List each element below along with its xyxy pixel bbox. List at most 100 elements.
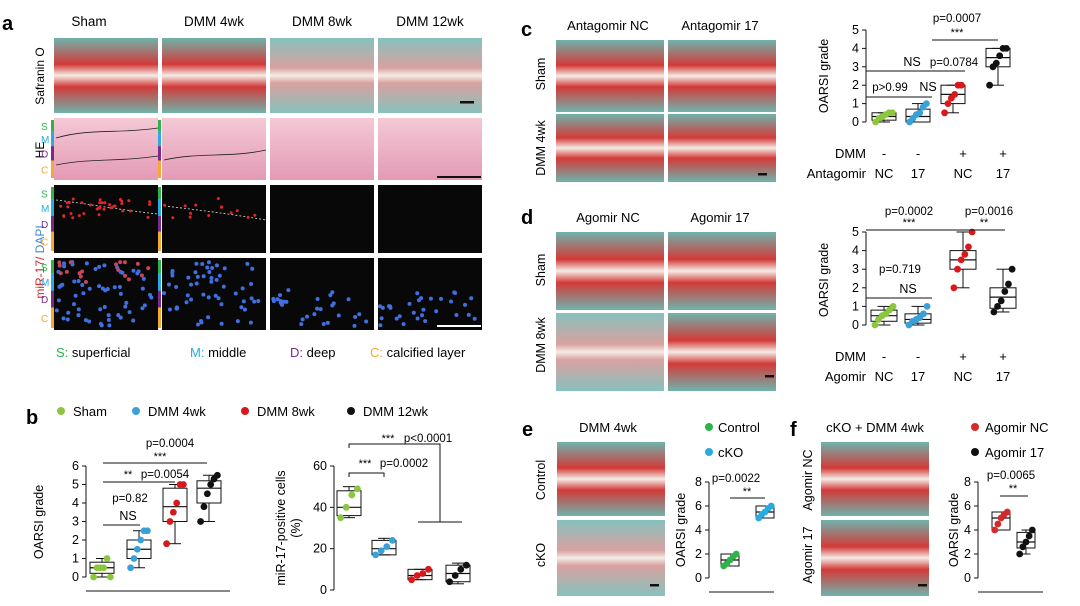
nucleus-dot — [216, 296, 221, 301]
y-tick-label: 2 — [72, 533, 79, 547]
nucleus-dot — [142, 303, 147, 308]
nucleus-dot — [98, 307, 103, 312]
column-label-dmm4wk: DMM 4wk — [184, 14, 244, 29]
legend-label-cko: cKO — [718, 445, 743, 460]
nucleus-dot — [72, 279, 77, 284]
data-point — [923, 100, 930, 107]
stat-pvalue: p=0.0002 — [885, 206, 933, 218]
stat-stars: *** — [903, 217, 917, 229]
nucleus-dot — [315, 297, 320, 302]
box-iqr — [196, 480, 222, 504]
nucleus-dot — [174, 305, 179, 310]
zone-bar — [158, 131, 161, 147]
nucleus-dot — [199, 319, 204, 324]
y-tick-label: 1 — [852, 97, 859, 111]
y-tick-label: 4 — [964, 523, 971, 537]
mir17-image-sham — [54, 185, 158, 253]
nucleus-dot — [353, 315, 358, 320]
stat-ns: NS — [919, 80, 936, 94]
box-dmm-12wk — [196, 471, 222, 525]
legend-marker-cko — [705, 448, 713, 456]
nucleus-dot — [222, 266, 227, 271]
legend-text-deep: deep — [303, 345, 336, 360]
nucleus-dot — [201, 274, 206, 279]
safranin-image-dmm12wk — [378, 38, 482, 113]
column-label-antagomir-nc: Antagomir NC — [567, 18, 649, 33]
data-point — [889, 109, 896, 117]
row-label-agomir-17: Agomir 17 — [801, 526, 815, 583]
image-agomir-17 — [821, 520, 929, 596]
data-point — [1005, 280, 1012, 288]
nucleus-dot — [162, 291, 167, 296]
scale-bar — [437, 176, 481, 178]
box-dmm-nc — [940, 81, 966, 117]
signal-dot — [98, 201, 102, 205]
nucleus-dot — [380, 305, 385, 310]
data-point — [166, 518, 174, 525]
signal-dot — [62, 215, 66, 219]
zone-bar — [158, 187, 161, 200]
panel-letter-e: e — [522, 419, 533, 441]
nucleus-dot — [252, 299, 257, 304]
y-tick-label: 6 — [695, 499, 702, 513]
nucleus-dot — [423, 319, 428, 324]
stat-pvalue: p=0.0016 — [965, 206, 1013, 218]
nucleus-dot — [167, 307, 172, 312]
nucleus-dot — [131, 318, 136, 323]
column-label-sham: Sham — [71, 14, 106, 29]
nucleus-dot — [250, 266, 255, 271]
image-sham-antagomir-nc — [556, 40, 664, 112]
zone-bar — [51, 260, 54, 274]
y-tick-label: 3 — [72, 515, 79, 529]
nucleus-dot — [397, 314, 402, 319]
box-dmm-8wk — [407, 565, 433, 584]
nucleus-dot — [118, 291, 123, 296]
stat-stars: *** — [951, 27, 965, 39]
nucleus-dot — [466, 312, 471, 317]
f-stat-brackets: p=0.0065 ** — [987, 470, 1035, 497]
mir17-image-dmm4wk — [162, 185, 266, 253]
nucleus-dot — [195, 322, 200, 327]
data-point — [1028, 526, 1036, 534]
nucleus-dot — [65, 317, 70, 322]
nucleus-dot — [97, 264, 102, 269]
factor-value: - — [916, 349, 920, 364]
nucleus-dot — [135, 261, 140, 266]
nucleus-dot — [189, 282, 194, 287]
image-cko — [557, 520, 665, 596]
nucleus-dot — [378, 323, 383, 328]
nucleus-dot — [330, 303, 335, 308]
legend-marker-agomir-17 — [971, 448, 979, 456]
safranin-image-dmm8wk — [270, 38, 374, 113]
image-sham-antagomir-17 — [668, 40, 776, 112]
data-point — [163, 540, 171, 548]
panel-f: f cKO + DMM 4wk Agomir NC Agomir 17 Agom… — [790, 419, 1049, 596]
panel-e: e DMM 4wk Control cKO Control cKO 0 2 4 6 8O… — [522, 419, 775, 596]
box-iqr — [407, 568, 433, 581]
zone-bar — [158, 260, 161, 274]
legend-label-dmm12wk: DMM 12wk — [363, 404, 429, 419]
factor-value: + — [959, 146, 967, 161]
data-point — [451, 572, 459, 579]
signal-dot — [108, 203, 112, 207]
row-label-agomir-nc: Agomir NC — [801, 449, 815, 510]
nucleus-dot — [189, 297, 194, 302]
stat-stars: ** — [980, 217, 989, 229]
nucleus-dot — [193, 270, 198, 275]
signal-dot — [207, 213, 211, 217]
signal-dot — [102, 207, 106, 211]
legend-marker-dmm4wk — [132, 407, 140, 415]
nucleus-dot — [127, 310, 132, 315]
nucleus-dot — [416, 298, 421, 303]
data-point — [994, 303, 1001, 310]
signal-dot — [220, 205, 224, 209]
data-point — [1016, 550, 1024, 558]
y-axis-label: OARSI grade — [817, 39, 831, 113]
legend-text-calcified: calcified layer — [383, 345, 466, 360]
data-point — [90, 573, 97, 581]
box-dmm-4wk — [371, 537, 397, 559]
stat-stars: ** — [124, 469, 133, 481]
nucleus-dot — [140, 286, 145, 291]
legend-letter-m: M: — [190, 345, 204, 360]
